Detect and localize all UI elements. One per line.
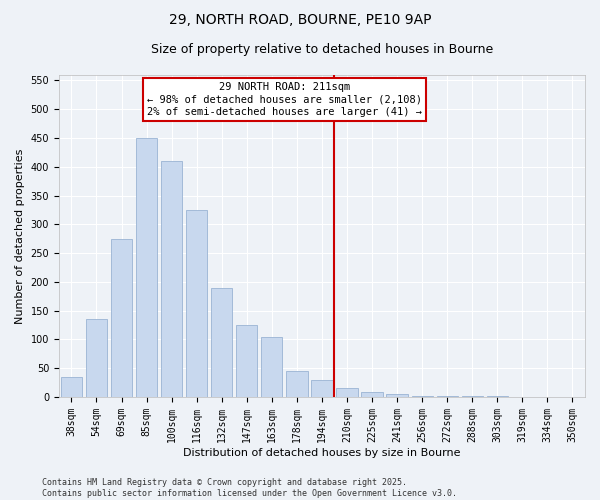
- Bar: [337, 388, 358, 397]
- Text: 29 NORTH ROAD: 211sqm
← 98% of detached houses are smaller (2,108)
2% of semi-de: 29 NORTH ROAD: 211sqm ← 98% of detached …: [147, 82, 422, 117]
- Bar: [437, 396, 458, 397]
- Bar: [487, 396, 508, 397]
- Bar: [211, 288, 232, 397]
- Bar: [386, 394, 408, 397]
- X-axis label: Distribution of detached houses by size in Bourne: Distribution of detached houses by size …: [183, 448, 461, 458]
- Text: Contains HM Land Registry data © Crown copyright and database right 2025.
Contai: Contains HM Land Registry data © Crown c…: [42, 478, 457, 498]
- Bar: [236, 325, 257, 397]
- Bar: [186, 210, 208, 397]
- Bar: [86, 320, 107, 397]
- Bar: [261, 336, 283, 397]
- Bar: [412, 396, 433, 397]
- Bar: [461, 396, 483, 397]
- Bar: [111, 238, 132, 397]
- Bar: [61, 377, 82, 397]
- Title: Size of property relative to detached houses in Bourne: Size of property relative to detached ho…: [151, 42, 493, 56]
- Bar: [136, 138, 157, 397]
- Text: 29, NORTH ROAD, BOURNE, PE10 9AP: 29, NORTH ROAD, BOURNE, PE10 9AP: [169, 12, 431, 26]
- Bar: [286, 371, 308, 397]
- Bar: [311, 380, 332, 397]
- Y-axis label: Number of detached properties: Number of detached properties: [15, 148, 25, 324]
- Bar: [161, 161, 182, 397]
- Bar: [361, 392, 383, 397]
